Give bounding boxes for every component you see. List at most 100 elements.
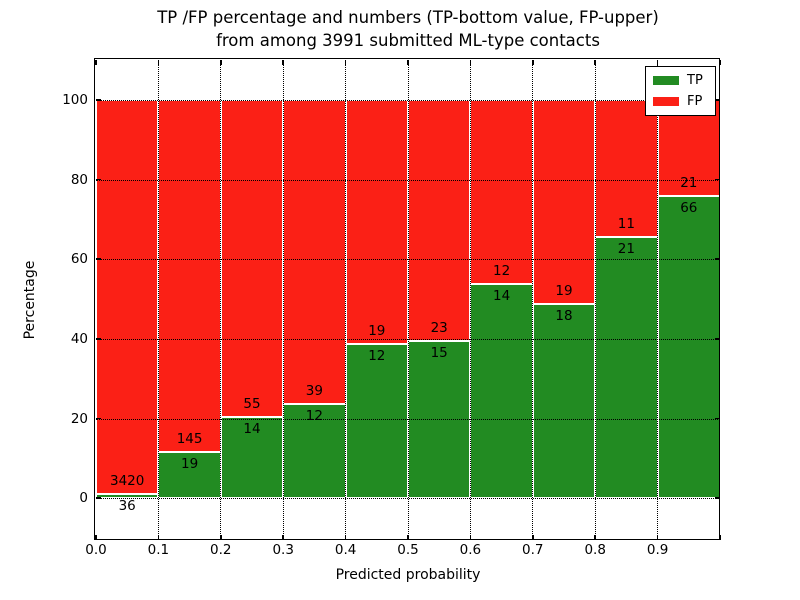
x-tick (95, 60, 97, 65)
tp-color-swatch (653, 76, 679, 85)
y-tick-label: 20 (70, 410, 88, 427)
bar-value-label-fp: 23 (430, 319, 448, 336)
y-axis-label: Percentage (22, 260, 38, 340)
bar-value-label-fp: 3420 (110, 473, 145, 490)
bar-value-label-fp: 21 (680, 174, 698, 191)
bar-value-label-tp: 14 (493, 287, 511, 304)
x-tick-label: 0.7 (522, 542, 544, 558)
chart-title-line1: TP /FP percentage and numbers (TP-bottom… (157, 8, 659, 27)
x-tick (469, 535, 472, 540)
x-gridline (282, 60, 284, 540)
y-tick (96, 99, 101, 101)
x-tick (344, 60, 347, 65)
bar-fp-segment (595, 99, 658, 237)
y-tick (96, 178, 101, 181)
x-tick (282, 60, 284, 65)
bar-tp-segment (532, 304, 596, 499)
y-tick (715, 497, 720, 499)
bar-value-label-tp: 19 (181, 456, 199, 473)
x-tick (532, 60, 534, 65)
x-tick (220, 60, 222, 65)
x-gridline (345, 60, 347, 540)
bar-value-label-fp: 11 (617, 215, 635, 232)
bar-fp-segment (96, 99, 159, 495)
x-gridline (157, 60, 159, 540)
bar-value-label-tp: 36 (118, 498, 136, 515)
y-tick-label: 0 (79, 490, 88, 507)
bar-value-label-tp: 14 (243, 421, 261, 438)
x-gridline (407, 60, 409, 540)
x-tick-label: 0.3 (272, 542, 294, 558)
x-tick (407, 535, 409, 540)
x-tick (594, 60, 596, 65)
bar-tp-segment (220, 417, 284, 499)
y-tick (96, 258, 101, 260)
y-tick (96, 338, 101, 340)
x-tick (282, 535, 284, 540)
fp-color-swatch (653, 97, 679, 106)
bar-value-label-fp: 39 (305, 383, 323, 400)
x-tick (157, 60, 160, 65)
x-gridline (469, 60, 471, 540)
bar-tp-segment (158, 452, 221, 499)
y-gridline (96, 259, 720, 261)
x-gridline (657, 60, 659, 540)
bar-fp-segment (532, 99, 596, 305)
x-tick (220, 535, 222, 540)
y-tick (96, 417, 101, 420)
x-tick (157, 535, 160, 540)
bar-value-label-tp: 12 (368, 347, 386, 364)
bar-value-label-tp: 12 (305, 408, 323, 425)
x-axis-label: Predicted probability (335, 567, 481, 583)
bar-fp-segment (408, 99, 471, 341)
x-gridline (532, 60, 534, 540)
bar-value-label-tp: 21 (617, 240, 635, 257)
legend: TP FP (645, 66, 716, 116)
x-tick-label: 0.1 (147, 542, 170, 558)
bar-value-label-fp: 19 (368, 322, 386, 339)
chart-title: TP /FP percentage and numbers (TP-bottom… (96, 7, 720, 52)
bar-value-label-tp: 18 (555, 308, 573, 325)
bar-tp-segment (345, 343, 408, 499)
bar-tp-segment (470, 283, 533, 499)
x-tick (719, 60, 721, 65)
y-gridline (96, 418, 720, 420)
x-tick-label: 0.6 (459, 542, 482, 558)
x-tick (469, 60, 472, 65)
bar-tp-segment (96, 494, 159, 499)
y-gridline (96, 179, 720, 181)
bar-tp-segment (283, 404, 346, 499)
x-tick (719, 535, 721, 540)
legend-label-tp: TP (687, 73, 703, 88)
y-tick-label: 80 (70, 171, 88, 188)
y-gridline (96, 99, 720, 101)
y-tick-label: 100 (62, 91, 88, 108)
bar-fp-segment (283, 99, 346, 405)
x-tick (532, 535, 534, 540)
x-tick-label: 0.8 (584, 542, 606, 558)
bar-value-label-tp: 15 (430, 344, 448, 361)
bar-value-label-tp: 66 (680, 199, 698, 216)
chart-title-line2: from among 3991 submitted ML-type contac… (216, 30, 600, 50)
bar-value-label-fp: 55 (243, 396, 261, 413)
bar-tp-segment (595, 236, 658, 499)
legend-item-tp: TP (653, 73, 708, 88)
y-tick (96, 497, 101, 499)
y-tick-label: 40 (70, 330, 88, 347)
bar-value-label-fp: 12 (493, 262, 511, 279)
legend-item-fp: FP (653, 94, 708, 109)
x-tick (594, 535, 596, 540)
x-tick-label: 0.2 (210, 542, 232, 558)
bar-fp-segment (470, 99, 533, 284)
y-tick (715, 338, 720, 340)
legend-label-fp: FP (687, 94, 703, 109)
x-tick-label: 0.5 (397, 542, 419, 558)
y-tick-label: 60 (70, 251, 88, 268)
x-tick (95, 535, 97, 540)
x-gridline (220, 60, 222, 540)
x-tick (656, 60, 659, 65)
y-tick (715, 178, 720, 181)
x-tick (656, 535, 659, 540)
bar-tp-segment (408, 340, 471, 499)
